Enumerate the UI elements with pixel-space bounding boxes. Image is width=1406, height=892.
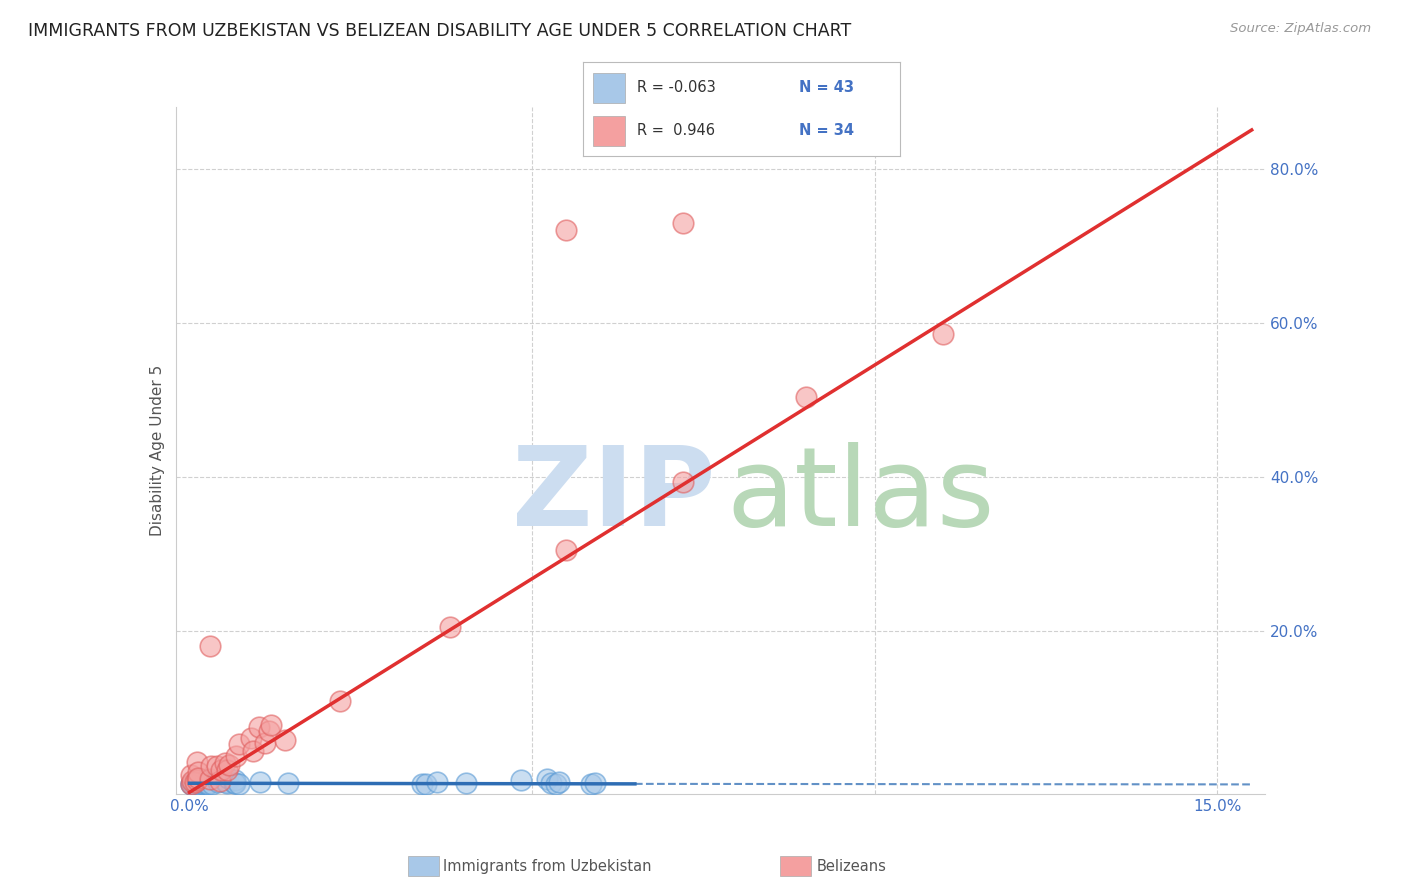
Point [214, 756, 236, 770]
Point [277, 776, 299, 790]
Point [260, 718, 283, 732]
Point [218, 757, 240, 772]
Point [197, 777, 219, 791]
Bar [593, 73, 624, 103]
Point [191, 772, 214, 787]
Point [456, 776, 478, 790]
Point [548, 775, 571, 789]
Point [193, 776, 215, 790]
Point [217, 776, 239, 790]
Point [228, 777, 250, 791]
Text: Source: ZipAtlas.com: Source: ZipAtlas.com [1230, 22, 1371, 36]
Point [186, 776, 208, 790]
Point [254, 736, 277, 750]
Point [193, 776, 215, 790]
Point [194, 774, 217, 789]
Point [187, 771, 209, 785]
Bar [593, 116, 624, 145]
Point [180, 777, 202, 791]
Point [180, 774, 202, 789]
Point [225, 748, 247, 763]
Text: IMMIGRANTS FROM UZBEKISTAN VS BELIZEAN DISABILITY AGE UNDER 5 CORRELATION CHART: IMMIGRANTS FROM UZBEKISTAN VS BELIZEAN D… [28, 22, 852, 40]
Point [224, 773, 246, 788]
Point [181, 776, 204, 790]
Point [180, 768, 202, 782]
Point [794, 390, 817, 404]
Point [183, 776, 205, 790]
Point [187, 777, 209, 791]
Point [426, 774, 449, 789]
Y-axis label: Disability Age Under 5: Disability Age Under 5 [149, 365, 165, 536]
Point [510, 772, 533, 787]
Point [197, 777, 219, 791]
Point [249, 775, 271, 789]
Point [555, 542, 578, 557]
Point [195, 777, 218, 791]
Point [242, 744, 264, 758]
Point [215, 774, 238, 789]
Point [205, 759, 228, 773]
Point [439, 620, 461, 634]
Point [544, 777, 567, 791]
Point [555, 223, 578, 237]
Point [224, 776, 246, 790]
Text: ZIP: ZIP [512, 442, 716, 549]
Point [186, 755, 208, 769]
Point [240, 731, 263, 745]
Point [259, 724, 281, 739]
Point [274, 732, 297, 747]
Point [540, 776, 562, 790]
Point [184, 775, 207, 789]
Point [197, 776, 219, 790]
Text: atlas: atlas [725, 442, 994, 549]
Point [198, 639, 221, 653]
Point [183, 775, 205, 789]
Point [217, 771, 239, 785]
Point [209, 764, 232, 778]
Point [536, 772, 558, 786]
Point [200, 759, 222, 773]
Point [184, 777, 207, 791]
Point [207, 775, 229, 789]
Point [190, 774, 212, 789]
Point [222, 775, 245, 789]
Point [208, 773, 231, 788]
Point [181, 777, 204, 791]
Point [583, 776, 606, 790]
Point [228, 737, 250, 751]
Point [180, 777, 202, 791]
Point [217, 763, 239, 777]
Point [672, 215, 695, 229]
Text: Belizeans: Belizeans [817, 859, 887, 873]
Point [195, 772, 218, 787]
Point [193, 777, 215, 791]
Point [201, 777, 224, 791]
Text: Immigrants from Uzbekistan: Immigrants from Uzbekistan [443, 859, 651, 873]
Point [187, 765, 209, 780]
Text: R =  0.946: R = 0.946 [637, 123, 716, 138]
Text: R = -0.063: R = -0.063 [637, 80, 716, 95]
Point [932, 326, 955, 341]
Point [247, 720, 270, 734]
Point [198, 772, 221, 786]
Point [415, 777, 437, 791]
Point [180, 777, 202, 791]
Text: N = 43: N = 43 [799, 80, 853, 95]
Point [193, 777, 215, 791]
Point [672, 475, 695, 489]
Point [579, 777, 602, 791]
Point [411, 777, 433, 791]
Point [186, 772, 208, 787]
Point [329, 694, 352, 708]
Text: N = 34: N = 34 [799, 123, 853, 138]
